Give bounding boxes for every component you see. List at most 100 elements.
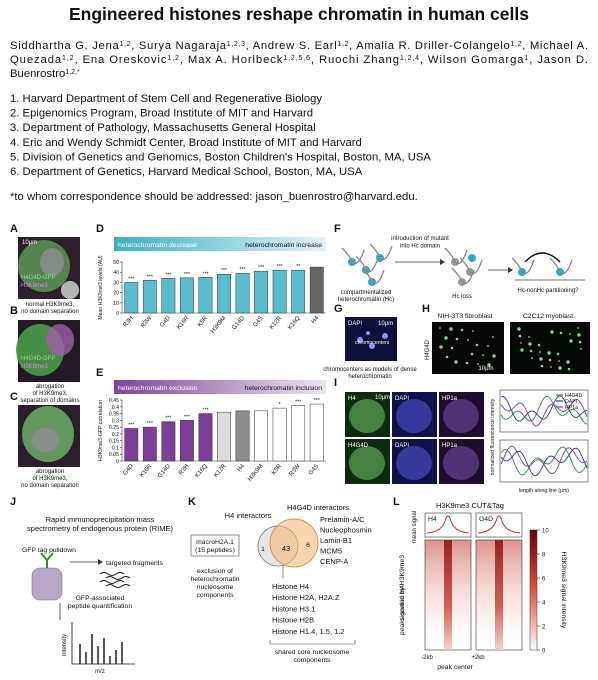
x-tick-label: K16Q xyxy=(287,315,302,331)
label: C2C12 myoblast xyxy=(523,313,573,320)
profile-frame xyxy=(424,512,472,538)
y-tick-label: 0 xyxy=(116,459,119,465)
significance: *** xyxy=(202,271,208,277)
colorbar-tick-label: 2 xyxy=(542,625,546,631)
significance: *** xyxy=(128,422,134,428)
colorbar-tick-label: 8 xyxy=(542,553,546,559)
author-line: Buenrostro1,2,* xyxy=(10,68,80,80)
bar xyxy=(161,278,176,314)
label: H4 xyxy=(348,396,356,402)
bar xyxy=(217,273,231,314)
bead xyxy=(31,567,63,601)
arrowhead xyxy=(508,267,513,273)
image-detail xyxy=(443,399,479,433)
header-bar xyxy=(114,237,326,251)
label: Histone H2A, H2A.Z xyxy=(272,593,340,602)
legend-label: HP1a xyxy=(565,405,578,411)
image-detail xyxy=(445,355,449,359)
image-detail xyxy=(558,366,562,370)
image-detail xyxy=(559,331,563,335)
affiliation-mark: 1,2 xyxy=(62,55,74,62)
author-line: Siddhartha G. Jena1,2, Surya Nagaraja1,2… xyxy=(10,40,588,52)
x-tick-label: H4 xyxy=(237,463,247,473)
x-tick-label: K16Q xyxy=(195,463,210,479)
image-detail xyxy=(577,333,581,337)
image-detail xyxy=(569,333,571,335)
affiliation-mark: 1,2,3 xyxy=(227,41,245,48)
profile-line xyxy=(500,398,588,427)
label: Hc loss xyxy=(452,294,472,300)
x-tick-label: G4D xyxy=(122,463,135,477)
author-name: , Ruochi Zhang xyxy=(311,54,399,66)
image-detail xyxy=(520,348,524,352)
image-detail xyxy=(349,446,385,480)
label: Histone H4 xyxy=(272,582,309,591)
image-detail xyxy=(540,364,544,368)
x-tick-label: K5R xyxy=(271,463,284,476)
bar xyxy=(142,426,157,462)
colorbar xyxy=(529,529,538,651)
affiliation: 4. Eric and Wendy Schmidt Center, Broad … xyxy=(10,137,362,149)
mean-profile xyxy=(426,515,470,534)
fragment xyxy=(99,572,125,576)
heatmap-core xyxy=(444,540,452,650)
affiliation-mark: 1,2,4 xyxy=(400,55,419,62)
label: 10μm xyxy=(22,240,37,246)
bracket xyxy=(269,640,356,645)
partition-arrow xyxy=(524,252,561,263)
image-detail xyxy=(539,351,541,353)
y-tick-label: 0.25 xyxy=(109,425,119,431)
bar xyxy=(198,277,213,314)
label: Histone H1.4, 1.5, 1.2 xyxy=(272,627,345,636)
bar xyxy=(254,410,269,462)
image-detail xyxy=(449,327,453,331)
label: H3K9me3 CUT&Tag xyxy=(436,501,504,510)
chromatin xyxy=(355,255,379,273)
label: DAPI xyxy=(348,321,362,327)
image-detail xyxy=(460,328,464,332)
label: signal in H4 xyxy=(399,585,406,621)
significance: *** xyxy=(295,399,301,405)
x-tick-label: G14D xyxy=(157,463,172,479)
affiliation: 3. Department of Pathology, Massachusett… xyxy=(10,122,316,134)
image xyxy=(432,322,504,374)
significance: *** xyxy=(202,408,208,414)
x-tick-label: R3H xyxy=(122,315,134,328)
image-detail xyxy=(580,348,582,350)
image-detail xyxy=(396,446,432,480)
label: introduction of mutant xyxy=(391,236,449,242)
image-detail xyxy=(577,327,579,329)
image-detail xyxy=(567,367,571,371)
bar xyxy=(124,428,139,462)
bar xyxy=(272,407,287,462)
bar xyxy=(254,270,269,314)
author-name: , Michael A. xyxy=(522,40,588,52)
x-tick-label: R3H xyxy=(178,463,190,476)
affiliation-mark: 1,2 xyxy=(510,41,521,48)
x-tick-label: K5R xyxy=(197,315,210,328)
y-axis-label: Mean H3K9me3 levels (AU) xyxy=(98,255,104,320)
author-name: , Surya Nagaraja xyxy=(131,40,227,52)
label: length along line (μm) xyxy=(519,488,569,494)
image-detail xyxy=(40,248,64,276)
significance: *** xyxy=(147,274,153,280)
label: 10μm xyxy=(478,366,493,372)
x-tick-label: K12R xyxy=(213,463,228,479)
author-name: , Andrew S. Earl xyxy=(246,40,337,52)
label: (15 peptides) xyxy=(195,547,235,554)
label: m/z xyxy=(95,669,105,675)
label: 6 xyxy=(306,542,310,549)
header-label: heterochromatin exclusion xyxy=(118,385,198,392)
bar xyxy=(309,266,324,314)
image-detail xyxy=(357,337,363,343)
affiliation-mark: 1,2 xyxy=(167,55,179,62)
affiliation-mark: 1,2 xyxy=(119,41,130,48)
author-name: Buenrostro xyxy=(10,68,65,80)
image-detail xyxy=(492,354,496,358)
y-tick-label: 0.05 xyxy=(109,452,119,458)
image-detail xyxy=(369,343,375,349)
profile-line xyxy=(500,395,588,422)
y-tick-label: 40 xyxy=(113,270,119,276)
panel-label: B xyxy=(10,305,18,317)
image-detail xyxy=(517,327,521,331)
